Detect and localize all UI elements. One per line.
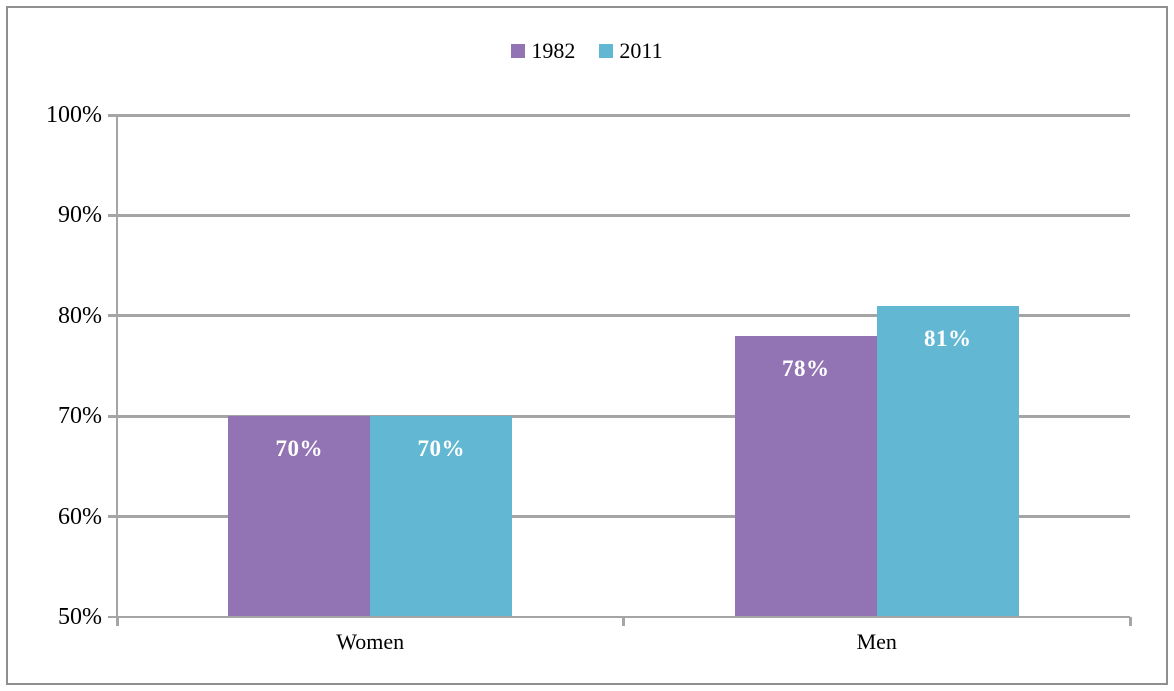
gridline-90: [108, 213, 1130, 217]
bar-women-1982: 70%: [228, 416, 371, 616]
legend: 1982 2011: [0, 38, 1174, 64]
bar-value-label-men-1982: 78%: [782, 355, 830, 381]
y-axis-tick-label-70: 70%: [58, 403, 102, 430]
x-category-label-women: Women: [336, 629, 405, 654]
legend-item-2011: 2011: [599, 38, 663, 64]
x-axis-tick-2: [1128, 617, 1132, 626]
y-axis-tick-label-60: 60%: [58, 503, 102, 530]
bar-women-2011: 70%: [370, 416, 513, 616]
chart-border: [6, 6, 1168, 685]
bar-men-1982: 78%: [734, 335, 877, 616]
y-axis-tick-label-100: 100%: [46, 102, 102, 128]
gridline-100: [108, 113, 1130, 117]
bar-value-label-men-2011: 81%: [924, 325, 972, 351]
legend-item-1982: 1982: [511, 38, 575, 64]
bar-value-label-women-2011: 70%: [417, 436, 465, 462]
x-axis-tick-0: [115, 617, 119, 626]
gridline-60: [108, 515, 1130, 519]
gridline-70: [108, 414, 1130, 418]
y-axis-tick-label-80: 80%: [58, 302, 102, 329]
legend-swatch-1982-icon: [511, 44, 526, 58]
y-axis-tick-label-50: 50%: [58, 604, 102, 630]
x-category-label-men: Men: [856, 629, 897, 654]
y-axis-tick-label-90: 90%: [58, 202, 102, 229]
bar-men-2011: 81%: [876, 305, 1019, 616]
gridline-80: [108, 314, 1130, 318]
x-axis-baseline: [108, 616, 1130, 618]
legend-label-1982: 1982: [531, 38, 576, 63]
y-axis-line: [116, 115, 118, 617]
bar-value-label-women-1982: 70%: [275, 436, 323, 462]
legend-swatch-2011-icon: [599, 44, 614, 58]
legend-label-2011: 2011: [619, 38, 663, 63]
x-axis-tick-1: [622, 617, 625, 626]
